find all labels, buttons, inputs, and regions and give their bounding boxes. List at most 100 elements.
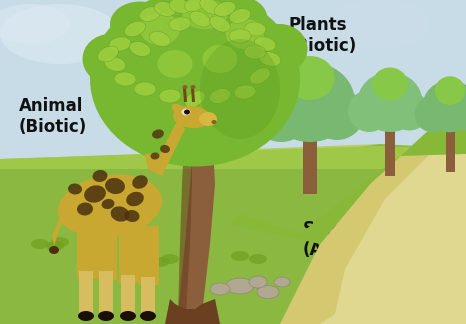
Polygon shape [52,212,68,246]
Polygon shape [0,144,466,324]
FancyBboxPatch shape [99,272,113,320]
Ellipse shape [110,2,170,47]
Ellipse shape [160,145,170,153]
Ellipse shape [98,311,114,321]
Polygon shape [178,119,215,314]
Ellipse shape [132,175,148,189]
Ellipse shape [265,62,355,142]
Ellipse shape [126,192,144,206]
Ellipse shape [203,45,238,73]
Ellipse shape [259,52,281,66]
FancyBboxPatch shape [141,277,155,320]
Ellipse shape [128,87,183,132]
Ellipse shape [134,82,156,96]
Ellipse shape [253,24,308,74]
Ellipse shape [173,106,211,128]
FancyBboxPatch shape [121,275,135,320]
Ellipse shape [161,254,179,264]
Ellipse shape [348,90,391,132]
Ellipse shape [191,85,196,89]
Ellipse shape [31,239,49,249]
Ellipse shape [250,68,270,84]
Ellipse shape [226,278,254,294]
Ellipse shape [46,241,64,251]
Ellipse shape [84,185,106,203]
Polygon shape [191,88,195,102]
Ellipse shape [158,50,192,78]
Ellipse shape [249,276,267,288]
Ellipse shape [183,0,227,29]
Ellipse shape [390,91,429,131]
Ellipse shape [229,8,251,23]
Ellipse shape [184,110,190,114]
Ellipse shape [199,112,217,126]
Ellipse shape [423,80,466,132]
Ellipse shape [150,31,171,47]
Ellipse shape [151,153,159,159]
Ellipse shape [210,283,230,295]
Ellipse shape [129,41,151,56]
Ellipse shape [181,109,191,115]
Ellipse shape [357,72,423,132]
Ellipse shape [0,4,70,44]
Ellipse shape [93,170,108,182]
Ellipse shape [226,19,264,49]
Ellipse shape [207,88,262,130]
Polygon shape [165,299,220,324]
Ellipse shape [185,0,206,12]
Ellipse shape [330,0,430,49]
Ellipse shape [252,86,310,142]
Ellipse shape [0,4,120,64]
Ellipse shape [254,37,276,51]
Polygon shape [0,229,466,324]
Polygon shape [0,144,466,179]
FancyBboxPatch shape [119,221,139,283]
Polygon shape [280,124,466,324]
Ellipse shape [154,2,176,17]
Ellipse shape [240,56,290,101]
Ellipse shape [183,85,187,89]
FancyBboxPatch shape [97,213,117,280]
Ellipse shape [190,11,210,27]
FancyBboxPatch shape [77,211,97,279]
FancyBboxPatch shape [303,134,317,194]
Ellipse shape [110,206,130,222]
Ellipse shape [124,21,145,37]
Ellipse shape [78,311,94,321]
Ellipse shape [257,285,279,298]
Ellipse shape [58,174,162,237]
Ellipse shape [169,0,191,13]
Ellipse shape [158,0,222,29]
Ellipse shape [372,67,408,100]
Ellipse shape [310,88,364,140]
Text: Soil
(Abiotic): Soil (Abiotic) [303,220,383,259]
FancyBboxPatch shape [385,126,395,176]
Ellipse shape [68,183,82,194]
Ellipse shape [200,0,220,14]
FancyBboxPatch shape [446,127,455,172]
Ellipse shape [105,62,155,107]
Ellipse shape [97,46,118,62]
Polygon shape [183,88,187,102]
Ellipse shape [140,13,180,45]
Ellipse shape [200,39,280,139]
Ellipse shape [185,91,205,107]
Polygon shape [230,124,466,244]
Ellipse shape [140,311,156,321]
FancyBboxPatch shape [79,271,93,320]
Ellipse shape [114,72,136,86]
Ellipse shape [231,251,249,261]
Ellipse shape [244,22,266,36]
Ellipse shape [109,37,131,51]
Text: Animal
(Biotic): Animal (Biotic) [19,97,87,136]
FancyBboxPatch shape [139,226,159,285]
Ellipse shape [152,129,164,139]
Ellipse shape [82,34,137,84]
Ellipse shape [49,246,59,254]
Polygon shape [205,132,238,148]
Polygon shape [155,139,188,159]
Ellipse shape [165,99,225,139]
Ellipse shape [435,76,465,105]
Polygon shape [178,124,192,314]
Ellipse shape [159,89,181,103]
